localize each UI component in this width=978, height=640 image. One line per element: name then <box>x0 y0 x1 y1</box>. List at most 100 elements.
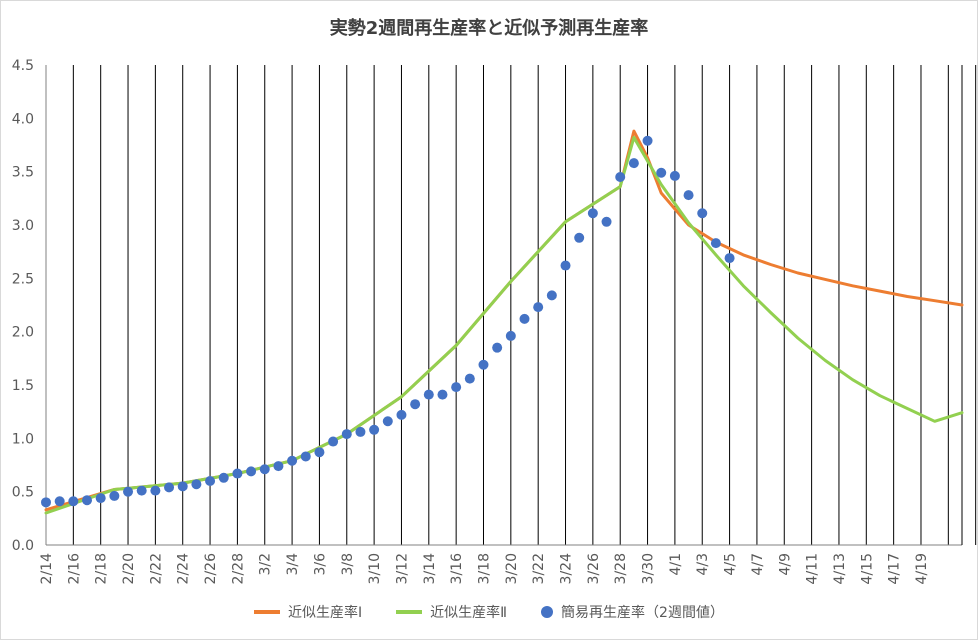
data-point <box>669 170 680 181</box>
x-tick-label: 4/13 <box>832 553 848 584</box>
y-tick-label: 2.5 <box>12 271 34 287</box>
y-tick-label: 3.5 <box>12 165 34 181</box>
data-point <box>587 208 598 219</box>
y-tick-label: 1.0 <box>12 431 34 447</box>
legend-item-series-2: 近似生産率Ⅱ <box>396 602 507 622</box>
x-tick-label: 3/4 <box>285 553 301 576</box>
data-point <box>410 399 421 410</box>
data-point <box>724 253 735 264</box>
data-point <box>82 495 93 506</box>
data-point <box>287 455 298 466</box>
x-tick-label: 2/20 <box>121 553 137 584</box>
series-layer <box>41 129 964 515</box>
data-point <box>656 167 667 178</box>
data-point <box>218 472 229 483</box>
legend-label: 近似生産率Ⅰ <box>288 605 363 621</box>
legend-swatch <box>254 610 281 614</box>
x-tick-label: 3/30 <box>641 553 657 584</box>
x-tick-label: 4/9 <box>777 553 793 576</box>
x-tick-label: 4/5 <box>723 553 739 576</box>
data-point <box>437 389 448 400</box>
data-point <box>478 359 489 370</box>
data-point <box>246 466 257 477</box>
y-tick-label: 4.5 <box>12 58 34 74</box>
x-tick-label: 2/28 <box>230 553 246 584</box>
x-tick-label: 3/16 <box>449 553 465 585</box>
chart-title: 実勢2週間再生産率と近似予測再生産率 <box>329 18 649 39</box>
data-point <box>314 447 325 458</box>
x-tick-label: 3/6 <box>312 553 328 576</box>
y-tick-label: 1.5 <box>12 378 34 394</box>
data-point <box>123 486 134 497</box>
x-tick-label: 4/7 <box>750 553 766 576</box>
data-point <box>355 426 366 437</box>
data-point <box>68 496 79 507</box>
data-point <box>546 290 557 301</box>
x-tick-label: 3/14 <box>422 553 438 585</box>
x-tick-label: 3/12 <box>394 553 410 584</box>
data-point <box>164 482 175 493</box>
x-tick-label: 4/19 <box>914 553 930 584</box>
x-tick-label: 2/18 <box>94 553 110 584</box>
data-point <box>560 260 571 271</box>
data-point <box>109 490 120 501</box>
series-line-2 <box>44 136 964 515</box>
data-point <box>601 216 612 227</box>
legend-swatch <box>396 610 423 614</box>
y-tick-label: 4.0 <box>12 111 34 127</box>
data-point <box>95 493 106 504</box>
legend: 近似生産率Ⅰ 近似生産率Ⅱ 簡易再生産率（2週間値） <box>0 602 978 622</box>
data-point <box>205 476 216 486</box>
x-tick-label: 3/10 <box>367 553 383 584</box>
y-tick-label: 3.0 <box>12 218 34 234</box>
x-tick-label: 3/24 <box>559 553 575 585</box>
data-point <box>628 158 639 169</box>
series-line-1 <box>44 129 964 512</box>
data-point <box>615 172 626 182</box>
data-point <box>191 479 202 490</box>
data-point <box>54 496 65 507</box>
x-tick-label: 3/22 <box>531 553 547 584</box>
data-point <box>505 330 516 341</box>
legend-swatch <box>541 606 554 618</box>
legend-label: 簡易再生産率（2週間値） <box>561 605 724 621</box>
data-point <box>232 468 243 479</box>
y-tick-label: 2.0 <box>12 325 34 341</box>
x-tick-label: 3/26 <box>586 553 602 585</box>
x-tick-label: 2/24 <box>176 553 192 585</box>
data-point <box>519 313 530 324</box>
axes: 0.0 0.5 1.0 1.5 2.0 2.5 3.0 3.5 4.0 4.5 2/14 2/16 2/… <box>12 58 963 585</box>
x-tick-label: 4/3 <box>695 553 711 576</box>
data-point <box>273 461 284 472</box>
data-point <box>41 497 51 508</box>
data-point <box>300 451 311 462</box>
data-point <box>710 238 721 249</box>
x-tick-label: 2/16 <box>66 553 82 585</box>
vertical-gridlines <box>45 65 977 545</box>
y-tick-label: 0.0 <box>12 538 34 554</box>
x-tick-label: 3/20 <box>504 553 520 584</box>
data-point <box>464 373 475 384</box>
data-point <box>136 485 147 496</box>
legend-item-series-3: 簡易再生産率（2週間値） <box>541 602 724 622</box>
x-tick-label: 3/28 <box>613 553 629 584</box>
x-tick-label: 4/1 <box>668 553 684 576</box>
x-tick-label: 2/26 <box>203 553 219 585</box>
x-tick-label: 2/14 <box>39 553 55 585</box>
x-tick-label: 4/17 <box>887 553 903 584</box>
data-point <box>642 135 653 146</box>
y-tick-label: 0.5 <box>12 485 34 501</box>
data-point <box>492 342 503 353</box>
data-point <box>533 302 544 313</box>
data-point <box>423 389 434 400</box>
data-point <box>451 382 462 393</box>
data-point <box>341 429 352 440</box>
x-tick-label: 3/2 <box>258 553 274 576</box>
data-point <box>683 190 694 201</box>
data-point <box>369 424 380 435</box>
legend-item-series-1: 近似生産率Ⅰ <box>254 602 362 622</box>
data-point <box>382 416 393 427</box>
data-point <box>697 208 708 219</box>
x-tick-label: 3/8 <box>340 553 356 576</box>
